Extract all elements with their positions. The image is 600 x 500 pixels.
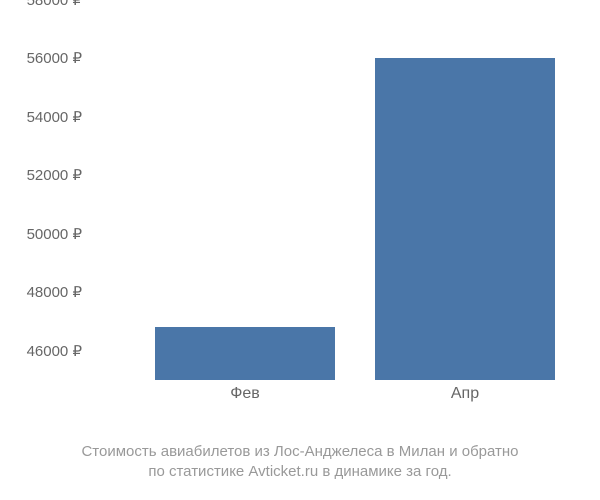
x-tick: Апр xyxy=(451,385,479,403)
x-axis: Фев Апр xyxy=(90,385,590,415)
y-tick: 52000 ₽ xyxy=(27,166,82,184)
caption-line2: по статистике Avticket.ru в динамике за … xyxy=(148,463,451,480)
y-tick: 54000 ₽ xyxy=(27,108,82,126)
y-axis: 46000 ₽ 48000 ₽ 50000 ₽ 52000 ₽ 54000 ₽ 56000… xyxy=(0,0,90,420)
bar xyxy=(375,58,555,380)
y-tick: 48000 ₽ xyxy=(27,283,82,301)
y-tick: 58000 ₽ xyxy=(27,0,82,9)
bar xyxy=(155,327,335,380)
chart-container: 46000 ₽ 48000 ₽ 50000 ₽ 52000 ₽ 54000 ₽ 56000… xyxy=(0,0,600,420)
plot-area xyxy=(90,0,590,380)
y-tick: 46000 ₽ xyxy=(27,342,82,360)
chart-caption: Стоимость авиабилетов из Лос-Анджелеса в… xyxy=(0,442,600,483)
caption-line1: Стоимость авиабилетов из Лос-Анджелеса в… xyxy=(81,443,518,460)
y-tick: 50000 ₽ xyxy=(27,225,82,243)
y-tick: 56000 ₽ xyxy=(27,49,82,67)
x-tick: Фев xyxy=(230,385,260,403)
